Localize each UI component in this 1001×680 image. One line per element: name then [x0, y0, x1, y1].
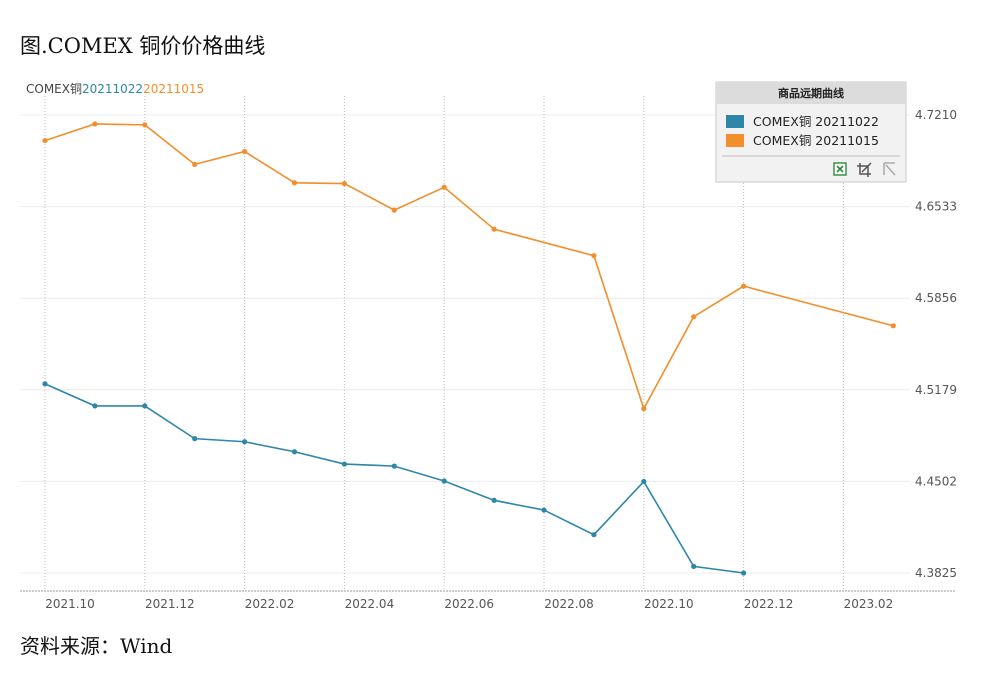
series-point	[92, 403, 98, 409]
legend-item-label: COMEX铜 20211022	[753, 114, 879, 129]
series-point	[42, 137, 48, 144]
x-tick-label: 2022.08	[544, 597, 594, 611]
series-point	[192, 161, 198, 167]
legend-title: 商品远期曲线	[778, 86, 844, 100]
collapse-icon[interactable]	[883, 162, 896, 176]
chart-header-prefix: COMEX铜	[26, 81, 82, 96]
series-point	[341, 461, 347, 467]
series-point	[391, 207, 397, 213]
x-tick-label: 2022.10	[644, 597, 694, 611]
series-point	[441, 184, 447, 190]
legend-swatch	[726, 134, 744, 147]
source-note: 资料来源：Wind	[20, 634, 173, 658]
y-tick-label: 4.5179	[915, 383, 957, 397]
series-point	[641, 478, 647, 485]
series-point	[291, 449, 298, 455]
legend-title-bar	[716, 82, 906, 104]
series-point	[192, 436, 198, 442]
excel-export-icon[interactable]	[833, 162, 847, 176]
y-tick-label: 4.3825	[915, 566, 957, 580]
series-line	[44, 383, 744, 574]
series-point	[291, 180, 298, 186]
chart-header-part: 20211022	[82, 82, 143, 96]
y-tick-label: 4.5856	[915, 291, 957, 305]
series-point	[391, 463, 397, 469]
series-point	[441, 478, 447, 484]
figure-title: 图.COMEX 铜价价格曲线	[20, 34, 266, 58]
series-point	[42, 381, 48, 387]
y-tick-label: 4.6533	[915, 200, 957, 214]
x-tick-label: 2022.12	[744, 597, 794, 611]
series-layer	[42, 121, 896, 576]
series-point	[890, 323, 896, 329]
x-tick-label: 2022.06	[444, 597, 494, 611]
series-point	[341, 180, 347, 187]
crop-icon[interactable]	[857, 162, 872, 177]
series-point	[242, 148, 248, 155]
series-point	[491, 226, 497, 232]
series-point	[691, 563, 697, 569]
x-tick-label: 2023.02	[844, 597, 894, 611]
legend-swatch	[726, 115, 744, 128]
series-point	[741, 570, 747, 576]
y-tick-label: 4.7210	[915, 108, 957, 122]
series-point	[142, 122, 148, 128]
series-point	[491, 497, 497, 503]
series-point	[591, 532, 597, 538]
x-tick-label: 2022.02	[245, 597, 295, 611]
x-tick-label: 2021.12	[145, 597, 195, 611]
series-point	[591, 253, 597, 259]
series-point	[541, 507, 547, 513]
x-tick-label: 2022.04	[345, 597, 395, 611]
series-point	[142, 403, 148, 409]
series-point	[741, 283, 747, 289]
legend-item-label: COMEX铜 20211015	[753, 133, 879, 148]
series-point	[691, 314, 697, 320]
series-point	[92, 121, 98, 127]
y-tick-label: 4.4502	[915, 474, 957, 488]
legend-box: 商品远期曲线 COMEX铜 20211022 COMEX铜 20211015	[715, 81, 907, 183]
x-tick-label: 2021.10	[45, 597, 95, 611]
chart-header-part: 20211015	[143, 82, 204, 96]
series-point	[641, 406, 647, 412]
series-point	[242, 439, 248, 445]
chart-header: COMEX铜2021102220211015	[26, 81, 204, 96]
axis-layer: 4.3825 4.4502 4.5179 4.5856 4.6533 4.7210 2021…	[20, 108, 957, 611]
